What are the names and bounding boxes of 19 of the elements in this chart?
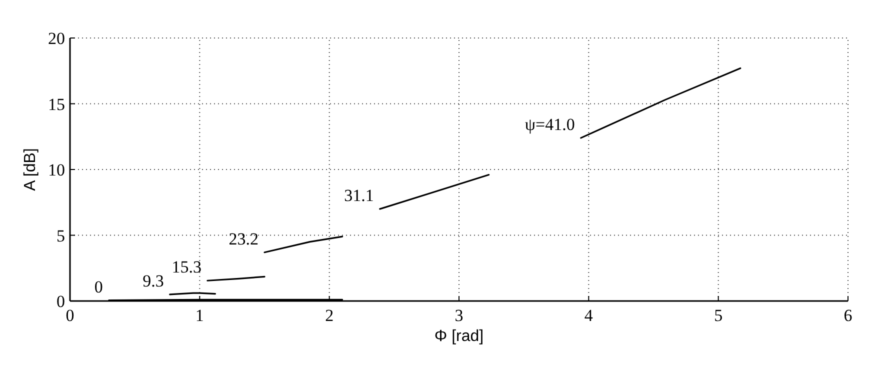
series-label: ψ=41.0 — [524, 114, 575, 134]
series-label: 31.1 — [344, 186, 374, 205]
x-axis-title: Φ [rad] — [434, 328, 484, 345]
series-label: 0 — [94, 277, 103, 296]
x-tick-label: 5 — [714, 306, 723, 325]
y-tick-label: 20 — [48, 29, 65, 48]
y-tick-label: 0 — [56, 292, 65, 311]
x-tick-label: 6 — [844, 306, 852, 325]
x-tick-label: 2 — [325, 306, 334, 325]
x-tick-label: 3 — [454, 306, 464, 325]
y-tick-label: 5 — [56, 226, 65, 246]
series-label: 15.3 — [172, 258, 202, 277]
x-tick-label: 1 — [195, 306, 204, 325]
x-tick-label: 4 — [584, 306, 594, 325]
y-axis-title: A [dB] — [22, 148, 39, 191]
series-label: 9.3 — [142, 271, 164, 290]
series-label: 23.2 — [228, 229, 258, 248]
y-tick-label: 15 — [48, 94, 65, 114]
y-tick-label: 10 — [48, 160, 65, 180]
